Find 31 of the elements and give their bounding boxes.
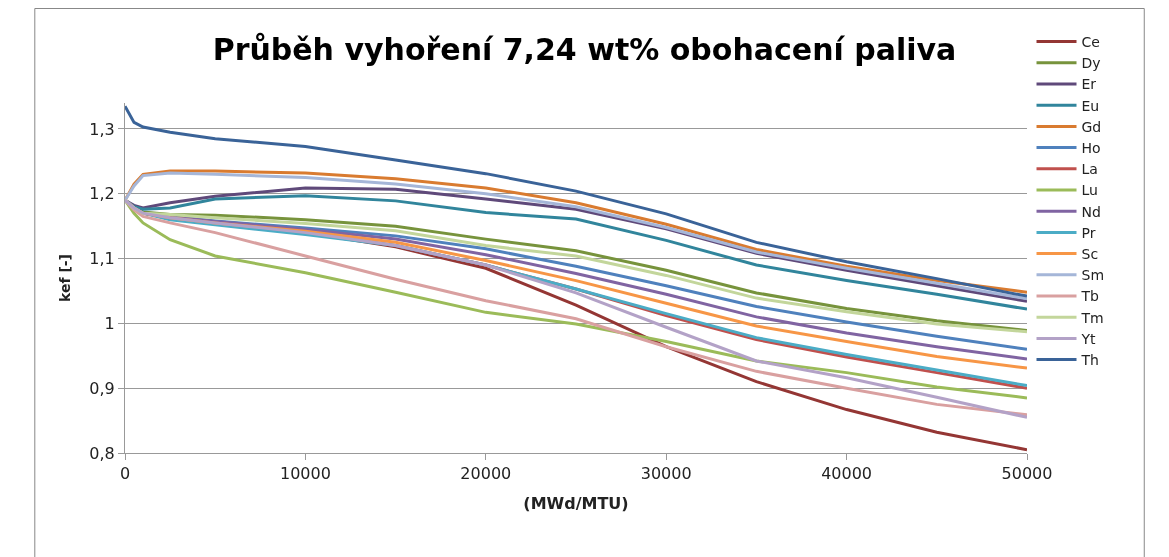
legend-label: Pr — [1081, 224, 1096, 241]
legend-label: Nd — [1081, 203, 1101, 220]
y-tick-label: 0,8 — [89, 443, 115, 463]
y-axis-title: kef [-] — [56, 253, 73, 303]
y-tick-label: 0,9 — [89, 378, 115, 398]
legend-label: Tb — [1080, 288, 1100, 305]
x-tick-label: 50000 — [1001, 464, 1053, 484]
legend-label: Gd — [1081, 118, 1102, 135]
y-tick-label: 1 — [104, 313, 115, 333]
x-tick-label: 40000 — [821, 464, 873, 484]
legend-label: Tm — [1080, 309, 1104, 326]
y-tick-label: 1,3 — [89, 119, 115, 139]
legend-label: Th — [1080, 352, 1099, 369]
y-tick-label: 1,1 — [89, 249, 115, 269]
legend-label: Sm — [1081, 267, 1105, 284]
legend-label: Sc — [1081, 246, 1099, 263]
x-tick-label: 30000 — [640, 464, 692, 484]
chart-title: Průběh vyhoření 7,24 wt% obohacení paliva — [212, 31, 957, 67]
legend-label: Ce — [1081, 34, 1100, 51]
legend-label: Dy — [1081, 55, 1101, 72]
legend-label: Er — [1081, 76, 1097, 93]
legend-label: Ho — [1081, 140, 1101, 157]
x-tick-label: 20000 — [460, 464, 512, 484]
legend-label: Lu — [1081, 182, 1098, 199]
x-axis-title: (MWd/MTU) — [523, 493, 629, 513]
legend-label: Eu — [1081, 97, 1100, 114]
legend-label: Yt — [1080, 330, 1097, 347]
legend-label: La — [1081, 161, 1098, 178]
y-tick-label: 1,2 — [89, 184, 115, 204]
x-tick-label: 0 — [119, 464, 131, 484]
x-tick-label: 10000 — [279, 464, 331, 484]
